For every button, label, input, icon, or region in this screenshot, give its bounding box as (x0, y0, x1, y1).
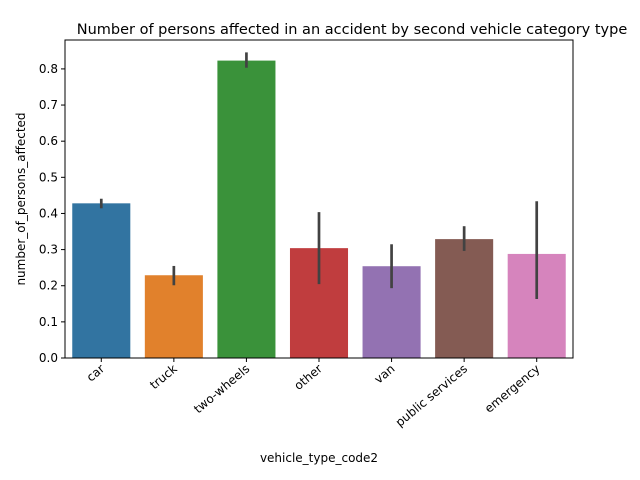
y-axis-label: number_of_persons_affected (14, 112, 28, 285)
x-tick-label: two-wheels (191, 362, 252, 417)
y-tick-label: 0.0 (39, 351, 58, 365)
bar-truck (144, 275, 203, 358)
x-tick-label: public services (393, 362, 470, 430)
y-tick-label: 0.7 (39, 98, 58, 112)
x-tick-label: other (291, 362, 325, 393)
plot-area (64, 39, 574, 359)
y-tick-label: 0.3 (39, 243, 58, 257)
x-tick-label: car (84, 362, 108, 385)
y-tick-label: 0.4 (39, 206, 58, 220)
x-tick-label: emergency (482, 362, 543, 416)
y-tick-label: 0.5 (39, 170, 58, 184)
x-axis-label: vehicle_type_code2 (260, 451, 378, 465)
y-tick-label: 0.2 (39, 279, 58, 293)
x-tick-label: van (372, 362, 398, 387)
bar-car (72, 203, 131, 358)
y-axis: 0.0 0.1 0.2 0.3 0.4 0.5 0.6 0.7 0.8 (39, 62, 65, 365)
y-tick-label: 0.6 (39, 134, 58, 148)
y-tick-label: 0.8 (39, 62, 58, 76)
x-tick-label: truck (147, 362, 180, 393)
bar-two-wheels (217, 60, 276, 359)
bar-public-services (435, 239, 494, 358)
chart-title: Number of persons affected in an acciden… (77, 22, 628, 38)
y-tick-label: 0.1 (39, 315, 58, 329)
